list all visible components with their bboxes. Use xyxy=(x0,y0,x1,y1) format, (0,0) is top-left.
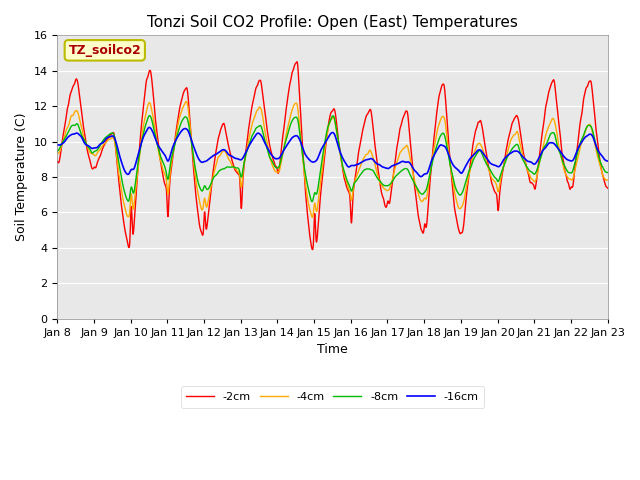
Line: -8cm: -8cm xyxy=(58,116,607,202)
-4cm xyxy=(361,154,369,159)
-16cm xyxy=(145,124,153,130)
-8cm xyxy=(493,177,500,182)
-16cm xyxy=(349,163,356,168)
-4cm xyxy=(182,99,190,105)
-8cm xyxy=(604,169,611,175)
-16cm xyxy=(493,163,500,169)
-2cm xyxy=(361,119,369,124)
-8cm xyxy=(308,199,316,204)
-2cm xyxy=(556,125,563,131)
-4cm xyxy=(493,183,500,189)
-4cm xyxy=(556,146,563,152)
-2cm xyxy=(349,198,356,204)
-8cm xyxy=(349,185,356,191)
-2cm xyxy=(308,247,316,252)
-4cm xyxy=(207,183,215,189)
-16cm xyxy=(54,142,61,148)
-8cm xyxy=(207,180,215,186)
-16cm xyxy=(571,154,579,160)
-2cm xyxy=(493,192,500,198)
Text: TZ_soilco2: TZ_soilco2 xyxy=(68,44,141,57)
-8cm xyxy=(571,161,579,167)
-8cm xyxy=(54,148,61,154)
Line: -4cm: -4cm xyxy=(58,102,607,217)
-2cm xyxy=(604,185,611,191)
-2cm xyxy=(571,167,579,173)
-4cm xyxy=(308,215,316,220)
Line: -2cm: -2cm xyxy=(58,62,607,250)
-4cm xyxy=(54,150,61,156)
Y-axis label: Soil Temperature (C): Soil Temperature (C) xyxy=(15,113,28,241)
X-axis label: Time: Time xyxy=(317,343,348,356)
-4cm xyxy=(349,190,356,196)
-16cm xyxy=(417,174,425,180)
-4cm xyxy=(604,177,611,183)
-16cm xyxy=(360,157,368,163)
-4cm xyxy=(571,168,579,174)
-2cm xyxy=(293,59,301,65)
Title: Tonzi Soil CO2 Profile: Open (East) Temperatures: Tonzi Soil CO2 Profile: Open (East) Temp… xyxy=(147,15,518,30)
-16cm xyxy=(207,155,215,160)
-8cm xyxy=(556,149,563,155)
Line: -16cm: -16cm xyxy=(58,127,607,177)
-8cm xyxy=(361,167,369,173)
-16cm xyxy=(604,158,611,164)
-2cm xyxy=(207,191,214,197)
Legend: -2cm, -4cm, -8cm, -16cm: -2cm, -4cm, -8cm, -16cm xyxy=(180,386,484,408)
-16cm xyxy=(556,147,563,153)
-2cm xyxy=(54,159,61,165)
-8cm xyxy=(146,113,154,119)
